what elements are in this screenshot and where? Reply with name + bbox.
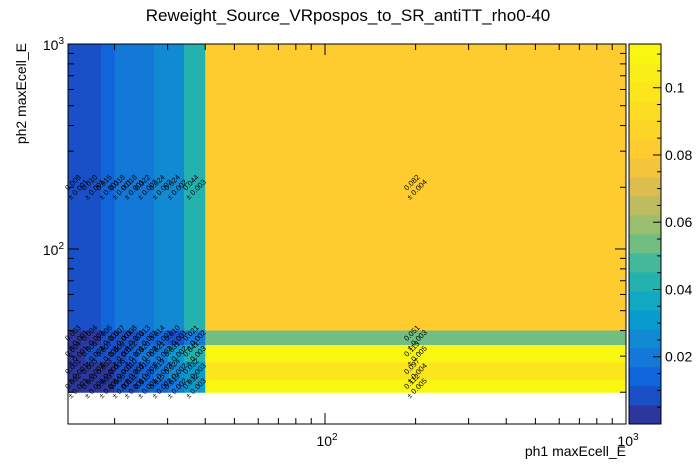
heatmap-cell (100, 44, 116, 332)
heatmap-cell (85, 330, 102, 346)
colorbar-segment (629, 120, 661, 140)
heatmap-cell (85, 379, 102, 393)
heatmap-cell (167, 379, 185, 393)
heatmap-cell (114, 345, 128, 363)
y-tick-label: 102 (43, 241, 65, 258)
plot-frame (67, 43, 627, 425)
heatmap-cell (167, 345, 185, 363)
heatmap-cell (85, 345, 102, 363)
heatmap-cell (68, 379, 86, 393)
heatmap-cell (85, 362, 102, 381)
heatmap-cell (68, 330, 86, 346)
colorbar-tick-label: 0.04 (665, 281, 692, 297)
heatmap-cell (183, 379, 206, 393)
x-axis-label: ph1 maxEcell_E (525, 443, 626, 459)
plot-axes: 102 103 102 103 (43, 36, 639, 449)
heatmap-cell (138, 330, 155, 346)
heatmap-cell (167, 44, 185, 332)
colorbar-segment (629, 44, 661, 64)
heatmap-cell (183, 44, 206, 332)
heatmap-cell (138, 44, 155, 332)
colorbar-segment (629, 386, 661, 406)
colorbar-segment (629, 367, 661, 387)
heatmap-cell (138, 345, 155, 363)
heatmap-cell (205, 379, 627, 393)
heatmap-cell (183, 345, 206, 363)
heatmap-cell (153, 379, 169, 393)
color-scale-bar: 0.02 0.04 0.06 0.08 0.1 (628, 43, 692, 425)
heatmap-cell (205, 44, 627, 332)
heatmap-cell (183, 330, 206, 346)
heatmap-cell (183, 362, 206, 381)
x-tick-label: 103 (617, 432, 639, 449)
heatmap-cell (127, 379, 139, 393)
heatmap-cell (100, 345, 116, 363)
colorbar-segment (629, 329, 661, 349)
colorbar-segment (629, 291, 661, 311)
heatmap-cell (100, 362, 116, 381)
heatmap-cell (114, 44, 128, 332)
y-axis-label: ph2 maxEcell_E (13, 43, 29, 144)
heatmap-cell (68, 44, 86, 332)
colorbar-segment (629, 63, 661, 83)
x-tick-label: 102 (316, 432, 338, 449)
colorbar-segment (629, 139, 661, 159)
colorbar-segment (629, 177, 661, 197)
heatmap-cell (127, 345, 139, 363)
colorbar-tick-label: 0.08 (665, 147, 692, 163)
colorbar-segment (629, 234, 661, 254)
heatmap-cell (114, 330, 128, 346)
colorbar-segment (629, 310, 661, 330)
colorbar-segment (629, 101, 661, 121)
colorbar-frame (628, 43, 662, 425)
colorbar-segment (629, 253, 661, 273)
heatmap-cell (127, 330, 139, 346)
heatmap-cell (68, 345, 86, 363)
heatmap-cell (100, 379, 116, 393)
heatmap-cell (127, 362, 139, 381)
colorbar-segment (629, 82, 661, 102)
heatmap-cell (205, 345, 627, 363)
heatmap-cell (138, 379, 155, 393)
heatmap-cell (127, 44, 139, 332)
y-tick-label: 103 (43, 36, 65, 53)
heatmap-cell (153, 345, 169, 363)
heatmap-cell (114, 362, 128, 381)
colorbar-segment (629, 158, 661, 178)
heatmap-cell (205, 362, 627, 381)
colorbar-segment (629, 272, 661, 292)
heatmap-cell (153, 330, 169, 346)
heatmap-cell (85, 44, 102, 332)
heatmap-cell (68, 362, 86, 381)
colorbar-segment (629, 405, 661, 425)
colorbar-tick-label: 0.02 (665, 349, 692, 365)
heatmap-cells (68, 44, 627, 393)
heatmap-cell (205, 330, 627, 346)
heatmap-cell (114, 379, 128, 393)
colorbar-tick-label: 0.1 (665, 80, 685, 96)
heatmap-cell (100, 330, 116, 346)
heatmap-cell (167, 330, 185, 346)
colorbar-segment (629, 348, 661, 368)
chart-title: Reweight_Source_VRpospos_to_SR_antiTT_rh… (145, 6, 551, 25)
colorbar-tick-label: 0.06 (665, 214, 692, 230)
colorbar-segment (629, 196, 661, 216)
heatmap-cell (138, 362, 155, 381)
heatmap-cell (153, 362, 169, 381)
heatmap-cell (167, 362, 185, 381)
heatmap-cell (153, 44, 169, 332)
colorbar-segment (629, 215, 661, 235)
